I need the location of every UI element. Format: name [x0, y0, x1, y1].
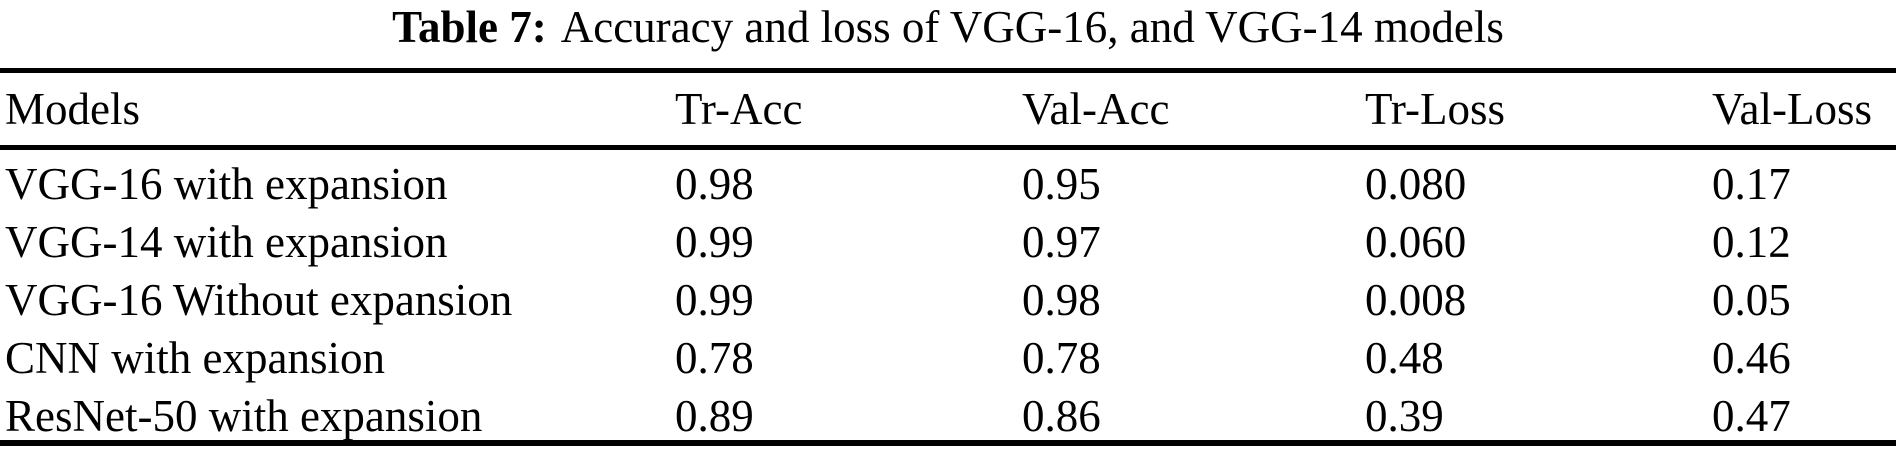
column-header-val-acc: Val-Acc: [1022, 84, 1170, 134]
column-header-tr-loss: Tr-Loss: [1365, 84, 1505, 134]
table-row-resnet50-expansion: ResNet-50 with expansion 0.89 0.86 0.39 …: [0, 387, 1896, 440]
tr-loss-cell: 0.080: [1365, 159, 1467, 209]
val-loss-cell: 0.47: [1712, 391, 1791, 440]
val-loss-cell: 0.46: [1712, 333, 1791, 383]
model-name-cell: VGG-14 with expansion: [5, 217, 448, 267]
column-header-tr-acc: Tr-Acc: [675, 84, 803, 134]
val-loss-cell: 0.12: [1712, 217, 1791, 267]
tr-loss-cell: 0.48: [1365, 333, 1444, 383]
tr-acc-cell: 0.99: [675, 217, 754, 267]
table-row-cnn-expansion: CNN with expansion 0.78 0.78 0.48 0.46: [0, 329, 1896, 387]
table-caption: Table 7: Accuracy and loss of VGG-16, and…: [0, 1, 1896, 53]
table-header-row: Models Tr-Acc Val-Acc Tr-Loss Val-Loss: [0, 73, 1896, 150]
table-body: VGG-16 with expansion 0.98 0.95 0.080 0.…: [0, 150, 1896, 440]
model-name-cell: VGG-16 Without expansion: [5, 275, 513, 325]
val-acc-cell: 0.78: [1022, 333, 1101, 383]
tr-loss-cell: 0.060: [1365, 217, 1467, 267]
val-loss-cell: 0.17: [1712, 159, 1791, 209]
tr-acc-cell: 0.99: [675, 275, 754, 325]
results-table: Models Tr-Acc Val-Acc Tr-Loss Val-Loss V…: [0, 68, 1896, 446]
table-row-vgg16-without-expansion: VGG-16 Without expansion 0.99 0.98 0.008…: [0, 271, 1896, 329]
model-name-cell: ResNet-50 with expansion: [5, 391, 483, 440]
tr-acc-cell: 0.78: [675, 333, 754, 383]
table-row-vgg14-expansion: VGG-14 with expansion 0.99 0.97 0.060 0.…: [0, 213, 1896, 271]
model-name-cell: CNN with expansion: [5, 333, 385, 383]
val-acc-cell: 0.95: [1022, 159, 1101, 209]
val-acc-cell: 0.86: [1022, 391, 1101, 440]
tr-acc-cell: 0.89: [675, 391, 754, 440]
table-row-vgg16-expansion: VGG-16 with expansion 0.98 0.95 0.080 0.…: [0, 155, 1896, 213]
tr-loss-cell: 0.39: [1365, 391, 1444, 440]
val-loss-cell: 0.05: [1712, 275, 1791, 325]
column-header-models: Models: [5, 84, 140, 134]
model-name-cell: VGG-16 with expansion: [5, 159, 448, 209]
column-header-val-loss: Val-Loss: [1712, 84, 1872, 134]
table-caption-number: Table 7:: [392, 2, 547, 52]
tr-acc-cell: 0.98: [675, 159, 754, 209]
table-caption-text: Accuracy and loss of VGG-16, and VGG-14 …: [560, 2, 1504, 52]
tr-loss-cell: 0.008: [1365, 275, 1467, 325]
val-acc-cell: 0.97: [1022, 217, 1101, 267]
val-acc-cell: 0.98: [1022, 275, 1101, 325]
